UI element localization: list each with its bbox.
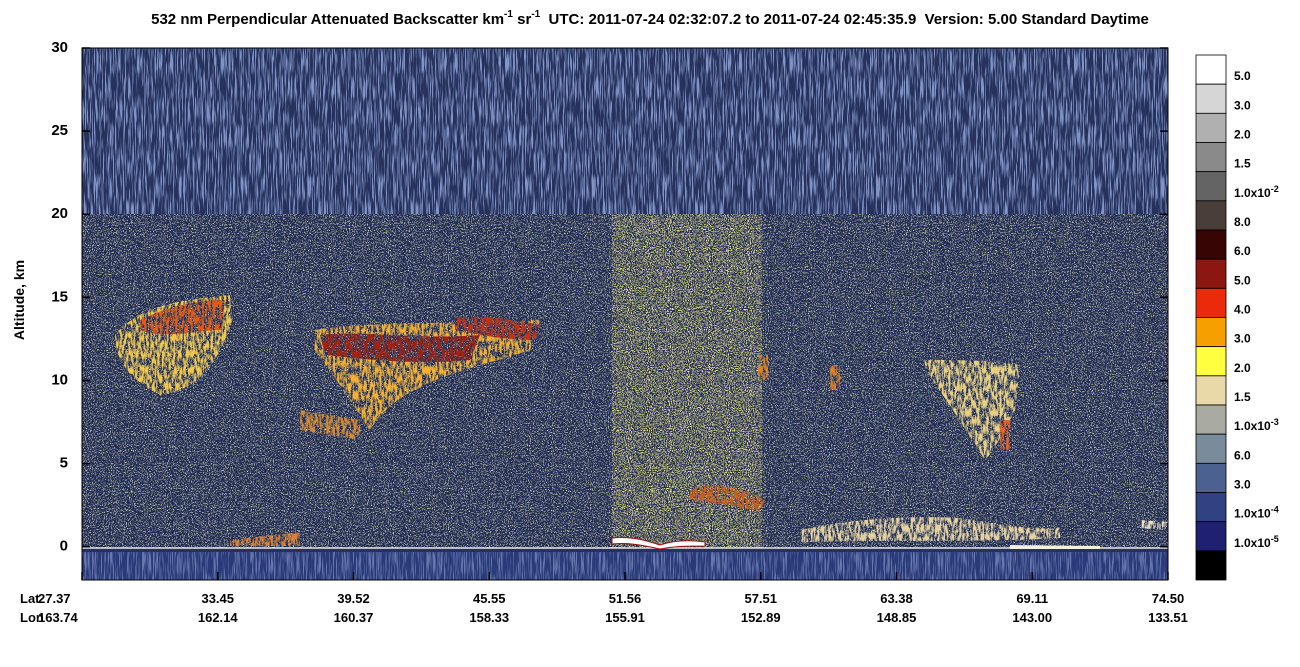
colorbar-label: 6.0 [1234,244,1251,258]
colorbar-label-base: 3.0 [1234,478,1251,492]
colorbar-label-exp: -3 [1271,417,1279,427]
lon-label: 158.33 [469,610,509,625]
lon-label: 133.51 [1148,610,1188,625]
colorbar-swatch [1195,375,1227,406]
colorbar-label-base: 2.0 [1234,361,1251,375]
lat-label: 51.56 [609,591,642,606]
colorbar-label-base: 1.0x10 [1234,186,1271,200]
lat-label: 63.38 [880,591,913,606]
x-row-label: Lon [20,610,44,625]
y-tick-label: 15 [51,288,68,305]
colorbar-label-base: 4.0 [1234,303,1251,317]
title-superscript: -1 [504,9,513,20]
lat-label: 39.52 [337,591,370,606]
colorbar-label: 6.0 [1234,448,1251,462]
colorbar-label-base: 5.0 [1234,273,1251,287]
colorbar-label: 3.0 [1234,332,1251,346]
colorbar-label: 1.5 [1234,390,1251,404]
colorbar-swatch [1195,112,1227,143]
colorbar-label-base: 1.5 [1234,157,1251,171]
lat-label: 45.55 [473,591,506,606]
x-row-label: Lat [20,591,40,606]
y-tick-label: 20 [51,205,68,222]
colorbar-swatch [1195,287,1227,318]
colorbar-label-base: 1.0x10 [1234,536,1271,550]
y-tick-label: 10 [51,371,68,388]
title-part: UTC: 2011-07-24 02:32:07.2 to 2011-07-24… [540,11,1149,28]
colorbar-swatch [1195,550,1227,581]
chart-title: 532 nm Perpendicular Attenuated Backscat… [151,9,1149,28]
colorbar-swatch [1195,404,1227,435]
lon-label: 148.85 [877,610,917,625]
colorbar-label-base: 1.0x10 [1234,507,1271,521]
colorbar-label-base: 1.5 [1234,390,1251,404]
colorbar-swatch [1195,83,1227,114]
colorbar-label-base: 6.0 [1234,448,1251,462]
colorbar-swatch [1195,462,1227,493]
lon-label: 163.74 [38,610,79,625]
colorbar-label-base: 5.0 [1234,69,1251,83]
colorbar-label: 1.5 [1234,157,1251,171]
colorbar-label-base: 3.0 [1234,332,1251,346]
colorbar-label: 5.0 [1234,273,1251,287]
colorbar-label-base: 6.0 [1234,244,1251,258]
colorbar-label: 2.0 [1234,128,1251,142]
colorbar-swatch [1195,521,1227,552]
lon-label: 143.00 [1012,610,1052,625]
colorbar-swatch [1195,433,1227,464]
plot-image [82,48,1168,580]
colorbar-label: 1.0x10-5 [1234,534,1279,550]
colorbar-label: 2.0 [1234,361,1251,375]
colorbar-swatch [1195,317,1227,348]
colorbar-label-exp: -4 [1271,505,1279,515]
colorbar-swatch [1195,258,1227,289]
colorbar-label: 1.0x10-2 [1234,184,1279,200]
colorbar-label: 8.0 [1234,215,1251,229]
lon-label: 152.89 [741,610,781,625]
lat-label: 69.11 [1016,591,1048,606]
colorbar-label-base: 1.0x10 [1234,419,1271,433]
y-tick-label: 30 [51,39,68,56]
y-tick-label: 25 [51,122,68,139]
colorbar-label-exp: -5 [1271,534,1279,544]
colorbar-swatch [1195,346,1227,377]
y-tick-label: 5 [60,455,68,472]
title-part: 532 nm Perpendicular Attenuated Backscat… [151,11,504,28]
lat-label: 74.50 [1152,591,1185,606]
colorbar-label-exp: -2 [1271,184,1279,194]
colorbar-swatch [1195,229,1227,260]
colorbar-swatch [1195,54,1227,85]
colorbar-label-base: 2.0 [1234,128,1251,142]
lon-label: 160.37 [334,610,374,625]
title-superscript: -1 [531,9,540,20]
lon-label: 155.91 [605,610,645,625]
y-tick-label: 0 [60,538,68,555]
colorbar-label: 1.0x10-3 [1234,417,1279,433]
colorbar-label: 5.0 [1234,69,1251,83]
lat-label: 33.45 [201,591,234,606]
colorbar-label-base: 3.0 [1234,98,1251,112]
colorbar-label: 3.0 [1234,98,1251,112]
colorbar-label: 4.0 [1234,303,1251,317]
lat-label: 27.37 [38,591,71,606]
colorbar-label: 3.0 [1234,478,1251,492]
lon-label: 162.14 [198,610,239,625]
colorbar-swatch [1195,142,1227,173]
colorbar-label-base: 8.0 [1234,215,1251,229]
lat-label: 57.51 [744,591,777,606]
colorbar-swatch [1195,492,1227,523]
title-part: sr [513,11,532,28]
colorbar-label: 1.0x10-4 [1234,505,1279,521]
colorbar-swatch [1195,200,1227,231]
colorbar-swatch [1195,171,1227,202]
y-axis-label: Altitude, km [11,260,27,340]
